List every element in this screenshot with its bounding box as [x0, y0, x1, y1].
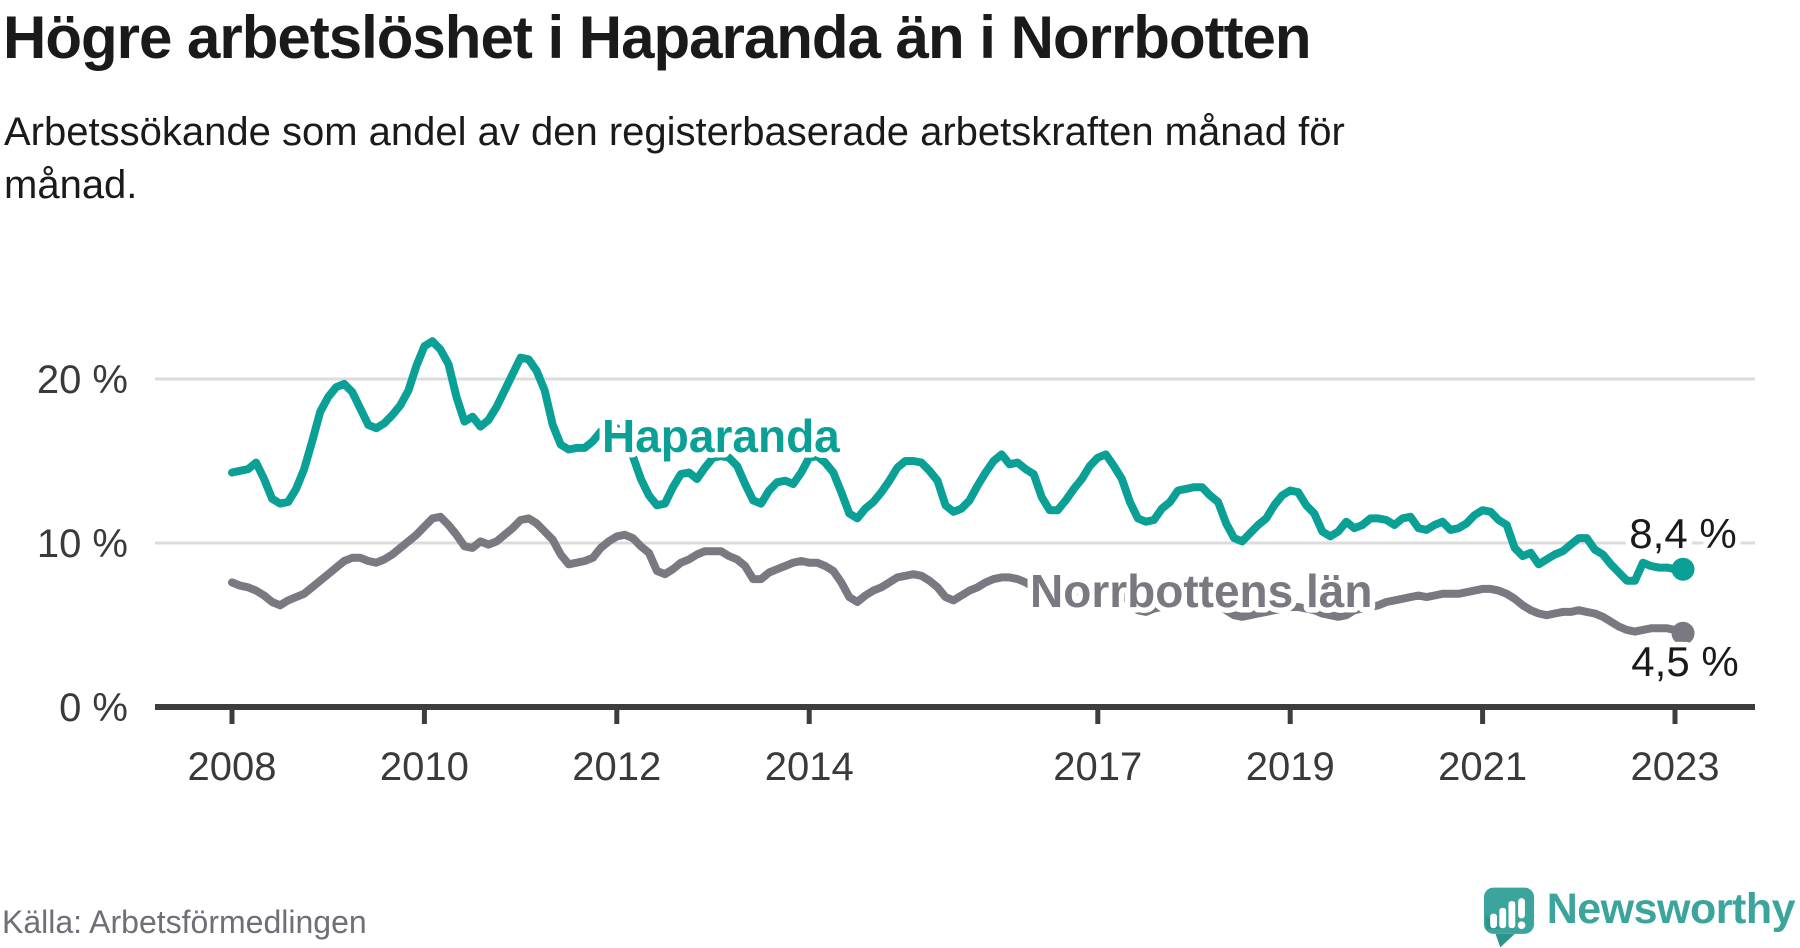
page-title: Högre arbetslöshet i Haparanda än i Norr…: [3, 4, 1312, 71]
x-tick-label: 2023: [1631, 745, 1720, 789]
x-tick-label: 2014: [765, 745, 854, 789]
bar-chart-icon: [1489, 901, 1515, 929]
series-label-norrbottens-l-n: Norrbottens län: [1030, 565, 1372, 617]
newsworthy-logo-icon: [1483, 887, 1534, 948]
exclamation-dot: [1517, 921, 1526, 930]
gridlines: [155, 377, 1755, 545]
x-axis-labels: 2008 2010 2012 2014 2017 2019 2021 2023: [188, 745, 1720, 789]
x-tick-label: 2019: [1246, 745, 1335, 789]
series-line-norrbottens-l-n: [228, 512, 1687, 638]
subtitle-line-2: månad.: [4, 162, 138, 207]
series-end-value-haparanda: 8,4 %: [1629, 510, 1736, 557]
series-end-dot-norrbottens-l-n: [1671, 621, 1695, 645]
y-tick-label: 0 %: [59, 686, 128, 730]
y-tick-label: 20 %: [37, 358, 128, 402]
series-label-haparanda: Haparanda: [602, 410, 840, 462]
annotations: Haparanda 8,4 % Norrbottens län 4,5 %: [597, 405, 1745, 691]
exclamation-bar: [1517, 898, 1525, 919]
x-tick-label: 2021: [1438, 745, 1527, 789]
x-tick-label: 2008: [188, 745, 277, 789]
bubble-shadow: [1485, 914, 1501, 930]
source-note: Källa: Arbetsförmedlingen: [2, 904, 367, 940]
x-tick-label: 2010: [380, 745, 469, 789]
data-series: [228, 337, 1695, 645]
bar-small: [1489, 913, 1497, 929]
series-end-dot-haparanda: [1671, 557, 1695, 581]
x-tick-label: 2012: [572, 745, 661, 789]
y-tick-label: 10 %: [37, 522, 128, 566]
newsworthy-logo: Newsworthy: [1482, 885, 1796, 948]
x-axis: [155, 704, 1755, 724]
series-line-haparanda: [228, 337, 1687, 585]
bar-medium: [1499, 907, 1506, 929]
subtitle-line-1: Arbetssökande som andel av den registerb…: [4, 110, 1345, 154]
bar-tall: [1508, 901, 1515, 929]
speech-bubble-tail: [1495, 933, 1515, 948]
exclamation-icon: [1517, 898, 1526, 930]
series-end-value-norrbottens-l-n: 4,5 %: [1631, 638, 1738, 685]
x-tick-label: 2017: [1053, 745, 1142, 789]
subtitle: Arbetssökande som andel av den registerb…: [4, 106, 1504, 212]
newsworthy-logo-text: Newsworthy: [1546, 885, 1796, 933]
y-axis-labels: 0 % 10 % 20 %: [37, 358, 128, 730]
